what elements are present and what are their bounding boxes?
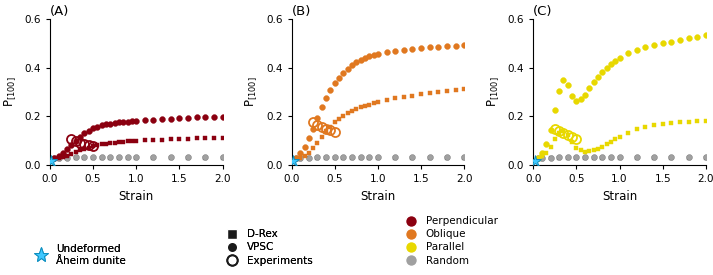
Legend: D-Rex, VPSC, Experiments: D-Rex, VPSC, Experiments	[218, 225, 317, 270]
Y-axis label: P$_{[100]}$: P$_{[100]}$	[486, 77, 502, 108]
Legend: Perpendicular, Oblique, Parallel, Random: Perpendicular, Oblique, Parallel, Random	[396, 212, 502, 270]
Text: (B): (B)	[292, 5, 311, 18]
Y-axis label: P$_{[100]}$: P$_{[100]}$	[3, 77, 19, 108]
X-axis label: Strain: Strain	[602, 189, 637, 203]
X-axis label: Strain: Strain	[118, 189, 154, 203]
Legend: Undeformed
Åheim dunite: Undeformed Åheim dunite	[26, 240, 130, 270]
X-axis label: Strain: Strain	[360, 189, 396, 203]
Text: (A): (A)	[50, 5, 69, 18]
Text: (C): (C)	[533, 5, 553, 18]
Y-axis label: P$_{[100]}$: P$_{[100]}$	[245, 77, 260, 108]
